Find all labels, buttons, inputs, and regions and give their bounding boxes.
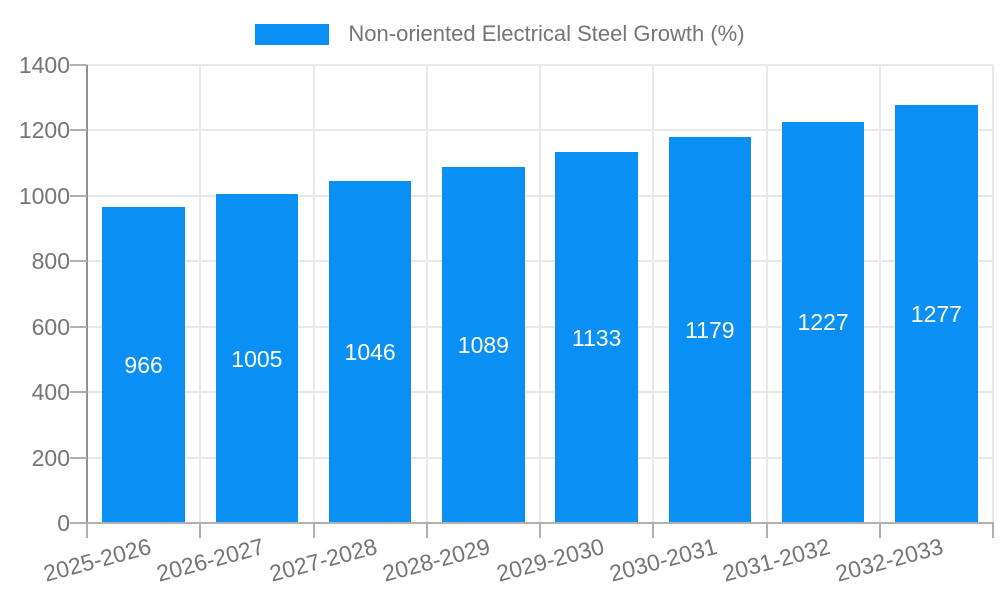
x-tick-mark (878, 523, 881, 538)
y-tick-mark (70, 129, 87, 132)
bar-value-label: 1227 (797, 309, 849, 336)
y-tick-label: 400 (31, 379, 70, 406)
y-tick-mark (70, 260, 87, 263)
bar: 1179 (668, 137, 752, 523)
bar: 1227 (781, 121, 865, 523)
y-tick-label: 1200 (18, 117, 70, 144)
y-tick-label: 600 (31, 313, 70, 340)
x-tick-mark (539, 523, 541, 538)
gridline-vertical (199, 65, 202, 523)
y-tick-label: 200 (31, 444, 70, 471)
y-tick-mark (70, 64, 87, 66)
x-tick-mark (992, 523, 994, 538)
bar-value-label: 966 (124, 351, 163, 378)
plot-area: 966 1005 1046 1089 1133 1179 1227 1277 (87, 64, 994, 523)
bar-value-label: 1133 (571, 324, 622, 351)
y-tick-label: 1400 (18, 52, 70, 78)
x-tick-mark (425, 523, 428, 538)
bar: 1277 (895, 105, 978, 523)
gridline-vertical (765, 65, 768, 523)
bar-value-label: 1277 (910, 301, 962, 328)
y-tick-mark (70, 325, 87, 328)
bar-value-label: 1005 (231, 345, 283, 372)
bar: 1089 (442, 166, 525, 523)
legend-label: Non-oriented Electrical Steel Growth (%) (348, 21, 745, 46)
y-axis-line (86, 65, 88, 538)
gridline-vertical (878, 65, 881, 523)
legend: Non-oriented Electrical Steel Growth (%) (0, 21, 1000, 47)
gridline-vertical (425, 65, 428, 523)
bar-value-label: 1179 (685, 317, 735, 344)
y-tick-label: 1000 (18, 182, 70, 209)
y-tick-mark (70, 456, 87, 459)
bar-value-label: 1089 (457, 331, 509, 358)
x-tick-mark (312, 523, 315, 538)
bar: 1133 (555, 152, 638, 523)
y-tick-label: 800 (31, 248, 70, 275)
bar: 966 (102, 206, 185, 523)
bar: 1046 (328, 180, 412, 523)
gridline-vertical (992, 65, 994, 523)
gridline-vertical (312, 65, 315, 523)
gridline-vertical (539, 65, 541, 523)
x-tick-mark (86, 523, 88, 538)
bar: 1005 (215, 194, 299, 523)
y-tick-mark (70, 522, 87, 524)
legend-swatch (255, 23, 330, 45)
x-axis-line (86, 522, 994, 524)
gridline-vertical (652, 65, 655, 523)
x-tick-mark (199, 523, 202, 538)
x-tick-mark (765, 523, 768, 538)
y-tick-mark (70, 391, 87, 394)
x-tick-mark (652, 523, 655, 538)
y-tick-label: 0 (57, 510, 70, 536)
bar-value-label: 1046 (344, 338, 396, 365)
y-tick-mark (70, 194, 87, 197)
